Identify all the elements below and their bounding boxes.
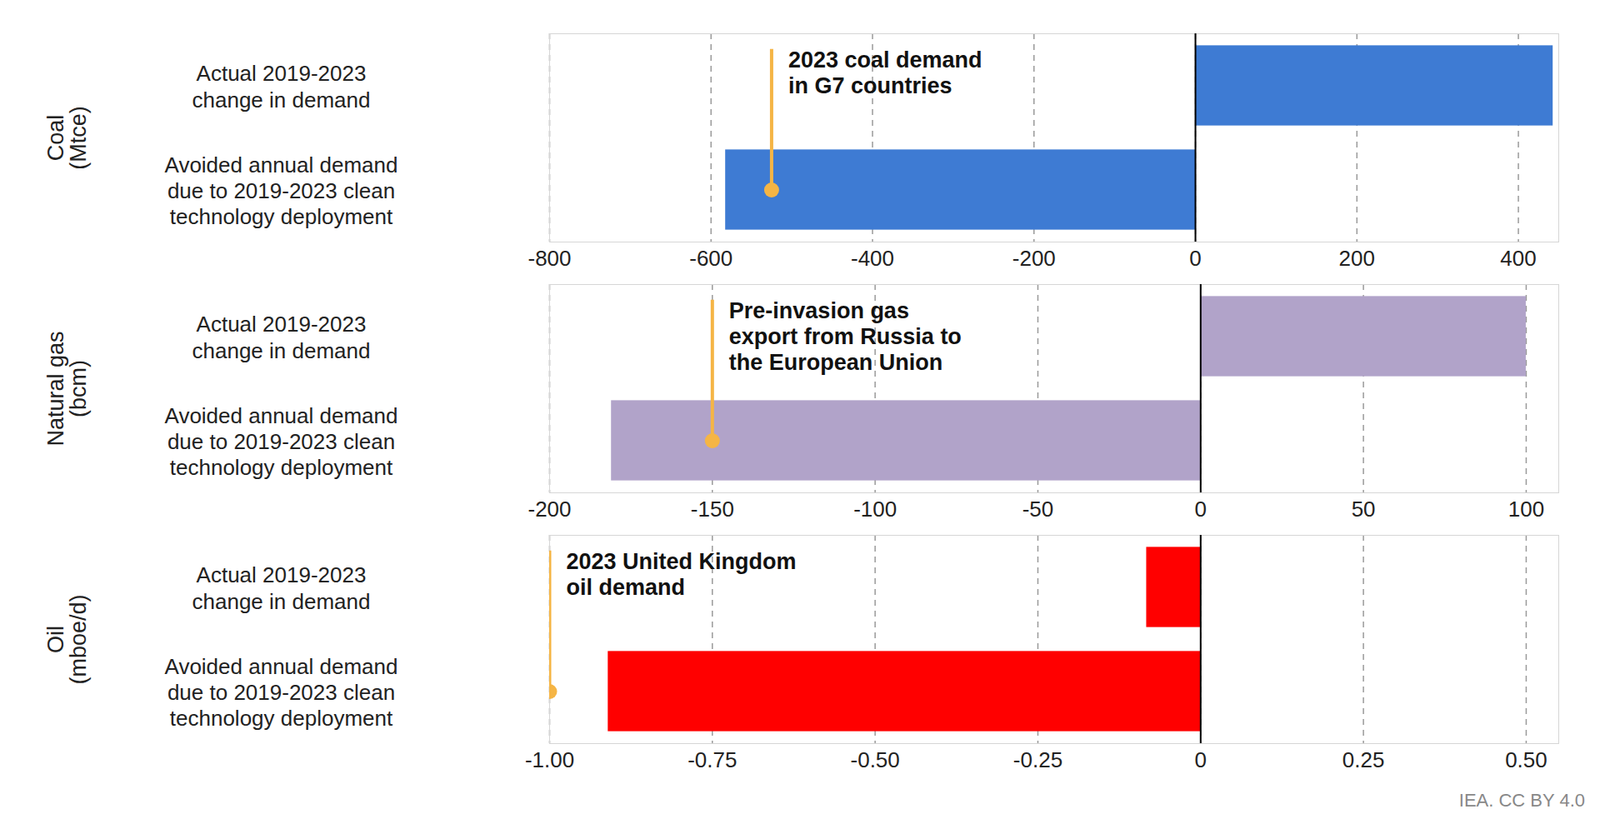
svg-text:Coal(Mtce): Coal(Mtce) [43,105,91,170]
svg-text:Natural gas(bcm): Natural gas(bcm) [43,330,91,446]
svg-text:Avoided annual demanddue to 20: Avoided annual demanddue to 2019-2023 cl… [165,152,399,230]
svg-text:Avoided annual demanddue to 20: Avoided annual demanddue to 2019-2023 cl… [165,403,399,480]
svg-text:2023 coal demandin G7 countrie: 2023 coal demandin G7 countries [788,47,983,99]
svg-text:-0.50: -0.50 [850,747,900,773]
svg-text:Pre-invasion gasexport from Ru: Pre-invasion gasexport from Russia tothe… [729,298,962,375]
svg-text:-200: -200 [1012,245,1056,271]
svg-text:-400: -400 [850,245,895,271]
svg-text:400: 400 [1500,245,1536,271]
svg-text:-600: -600 [689,245,733,271]
svg-text:-100: -100 [853,496,897,522]
svg-text:Actual 2019-2023change in dema: Actual 2019-2023change in demand [192,562,371,614]
svg-text:Oil(mboe/d): Oil(mboe/d) [43,594,91,685]
svg-text:Actual 2019-2023change in dema: Actual 2019-2023change in demand [192,311,371,363]
svg-text:Actual 2019-2023change in dema: Actual 2019-2023change in demand [192,60,371,112]
svg-text:-200: -200 [527,496,571,522]
svg-text:Avoided annual demanddue to 20: Avoided annual demanddue to 2019-2023 cl… [165,654,399,731]
html-text:IEA. CC BY 4.0: IEA. CC BY 4.0 [1459,790,1585,811]
svg-text:0.25: 0.25 [1342,747,1385,773]
svg-text:-1.00: -1.00 [525,747,575,773]
svg-text:50: 50 [1351,496,1376,522]
svg-text:-800: -800 [527,245,571,271]
svg-text:0: 0 [1189,245,1201,271]
svg-text:-0.25: -0.25 [1013,747,1063,773]
svg-text:0: 0 [1195,747,1207,773]
svg-text:-0.75: -0.75 [687,747,737,773]
svg-text:0.50: 0.50 [1505,747,1548,773]
svg-text:-150: -150 [690,496,735,522]
svg-text:200: 200 [1339,245,1375,271]
svg-text:-50: -50 [1022,496,1055,522]
svg-text:0: 0 [1195,496,1207,522]
svg-text:100: 100 [1508,496,1545,522]
svg-text:2023 United Kingdomoil demand: 2023 United Kingdomoil demand [566,549,797,600]
